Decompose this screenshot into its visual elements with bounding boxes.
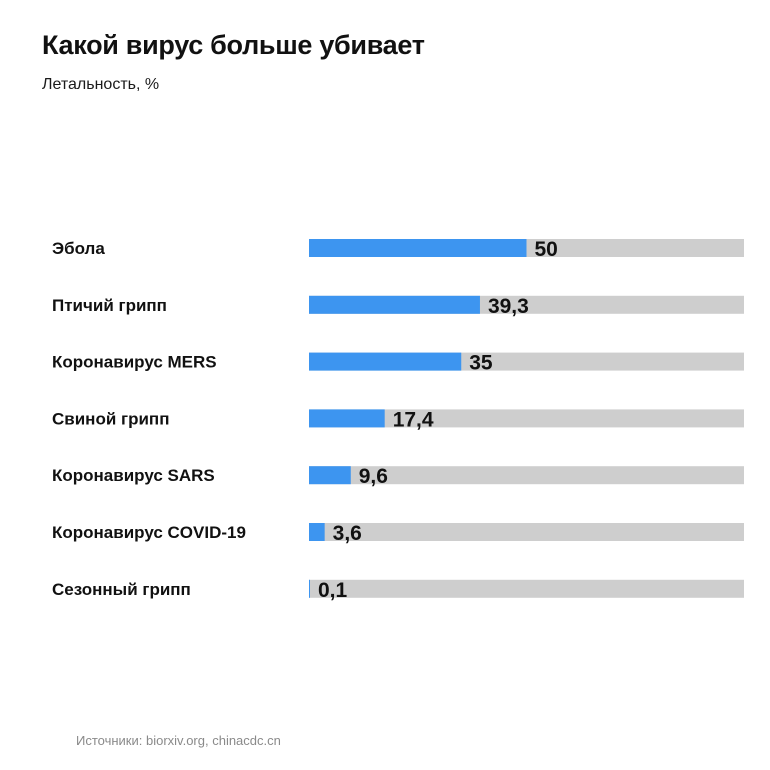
value-label: 0,1	[318, 579, 348, 602]
chart-subtitle: Летальность, %	[42, 76, 160, 93]
bar-track	[309, 523, 744, 541]
category-label: Коронавирус COVID-19	[52, 523, 246, 542]
value-label: 17,4	[393, 408, 434, 431]
bar	[309, 295, 480, 314]
bar	[309, 352, 462, 371]
bar	[309, 523, 325, 541]
bar-track	[309, 579, 744, 598]
category-label: Сезонный грипп	[52, 580, 191, 599]
bar-track	[309, 409, 744, 428]
category-label: Коронавирус SARS	[52, 466, 215, 485]
category-label: Эбола	[52, 239, 105, 258]
category-label: Птичий грипп	[52, 296, 167, 315]
value-label: 9,6	[359, 465, 388, 488]
value-label: 3,6	[333, 522, 362, 545]
category-label: Коронавирус MERS	[52, 353, 217, 372]
bar	[309, 466, 351, 485]
chart-title: Какой вирус больше убивает	[42, 30, 425, 60]
category-label: Свиной грипп	[52, 409, 169, 428]
bar-track	[309, 466, 744, 485]
bar	[309, 579, 310, 598]
sources-footnote: Источники: biorxiv.org, chinacdc.cn	[76, 733, 281, 748]
value-label: 39,3	[488, 295, 529, 318]
value-label: 50	[535, 238, 558, 261]
bar	[309, 409, 385, 428]
value-label: 35	[469, 352, 493, 375]
bar	[309, 239, 527, 257]
